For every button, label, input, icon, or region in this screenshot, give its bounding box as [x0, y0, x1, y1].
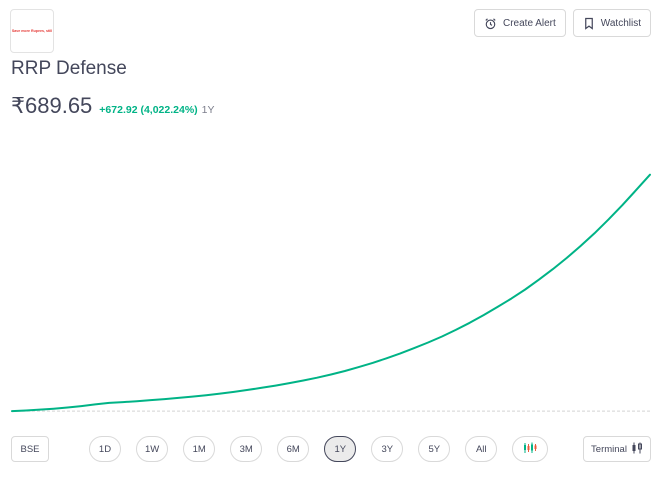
range-label: 3Y [381, 443, 394, 455]
price-chart[interactable] [0, 120, 668, 426]
range-label: 1M [192, 443, 206, 455]
chart-controls: BSE 1D 1W 1M 3M 6M 1Y 3Y 5Y All [0, 436, 668, 462]
alarm-clock-icon [484, 17, 497, 30]
range-label: 1W [145, 443, 160, 455]
chart-price-line [11, 173, 651, 413]
create-alert-button[interactable]: Create Alert [473, 9, 566, 37]
bookmark-icon [583, 17, 595, 30]
range-all-button[interactable]: All [465, 436, 498, 462]
price-row: ₹689.65 +672.92 (4,022.24%) 1Y [11, 93, 215, 119]
range-1y-button[interactable]: 1Y [324, 436, 357, 462]
current-price: ₹689.65 [11, 93, 93, 118]
watchlist-button[interactable]: Watchlist [572, 9, 651, 37]
range-1d-button[interactable]: 1D [89, 436, 121, 462]
candles-icon [631, 442, 643, 457]
terminal-label: Terminal [591, 443, 627, 455]
top-actions: Create Alert Watchlist [473, 9, 651, 37]
range-label: 1D [98, 443, 112, 455]
watchlist-label: Watchlist [600, 17, 641, 29]
range-selector: 1D 1W 1M 3M 6M 1Y 3Y 5Y All [89, 436, 549, 462]
exchange-label: BSE [20, 443, 40, 455]
range-label: 6M [286, 443, 300, 455]
range-label: 1Y [334, 443, 347, 455]
change-period: 1Y [201, 104, 215, 116]
company-logo: Save more Rupees, still [10, 9, 54, 53]
candlestick-toggle-button[interactable] [512, 436, 549, 462]
range-label: 3M [239, 443, 253, 455]
logo-text: Save more Rupees, still [11, 29, 53, 33]
create-alert-label: Create Alert [502, 17, 556, 29]
range-3y-button[interactable]: 3Y [371, 436, 404, 462]
range-label: 5Y [428, 443, 441, 455]
range-3m-button[interactable]: 3M [230, 436, 263, 462]
stock-name: RRP Defense [11, 58, 127, 79]
range-1w-button[interactable]: 1W [136, 436, 169, 462]
range-1m-button[interactable]: 1M [183, 436, 216, 462]
range-6m-button[interactable]: 6M [277, 436, 310, 462]
range-5y-button[interactable]: 5Y [418, 436, 451, 462]
candlestick-icon [523, 442, 537, 457]
range-label: All [475, 443, 487, 455]
terminal-button[interactable]: Terminal [583, 436, 651, 462]
price-change: +672.92 (4,022.24%) [99, 104, 198, 116]
exchange-selector[interactable]: BSE [11, 436, 49, 462]
